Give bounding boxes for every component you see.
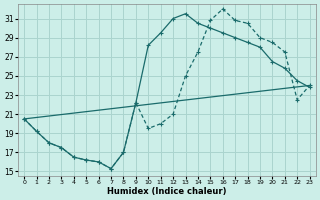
X-axis label: Humidex (Indice chaleur): Humidex (Indice chaleur)	[107, 187, 227, 196]
